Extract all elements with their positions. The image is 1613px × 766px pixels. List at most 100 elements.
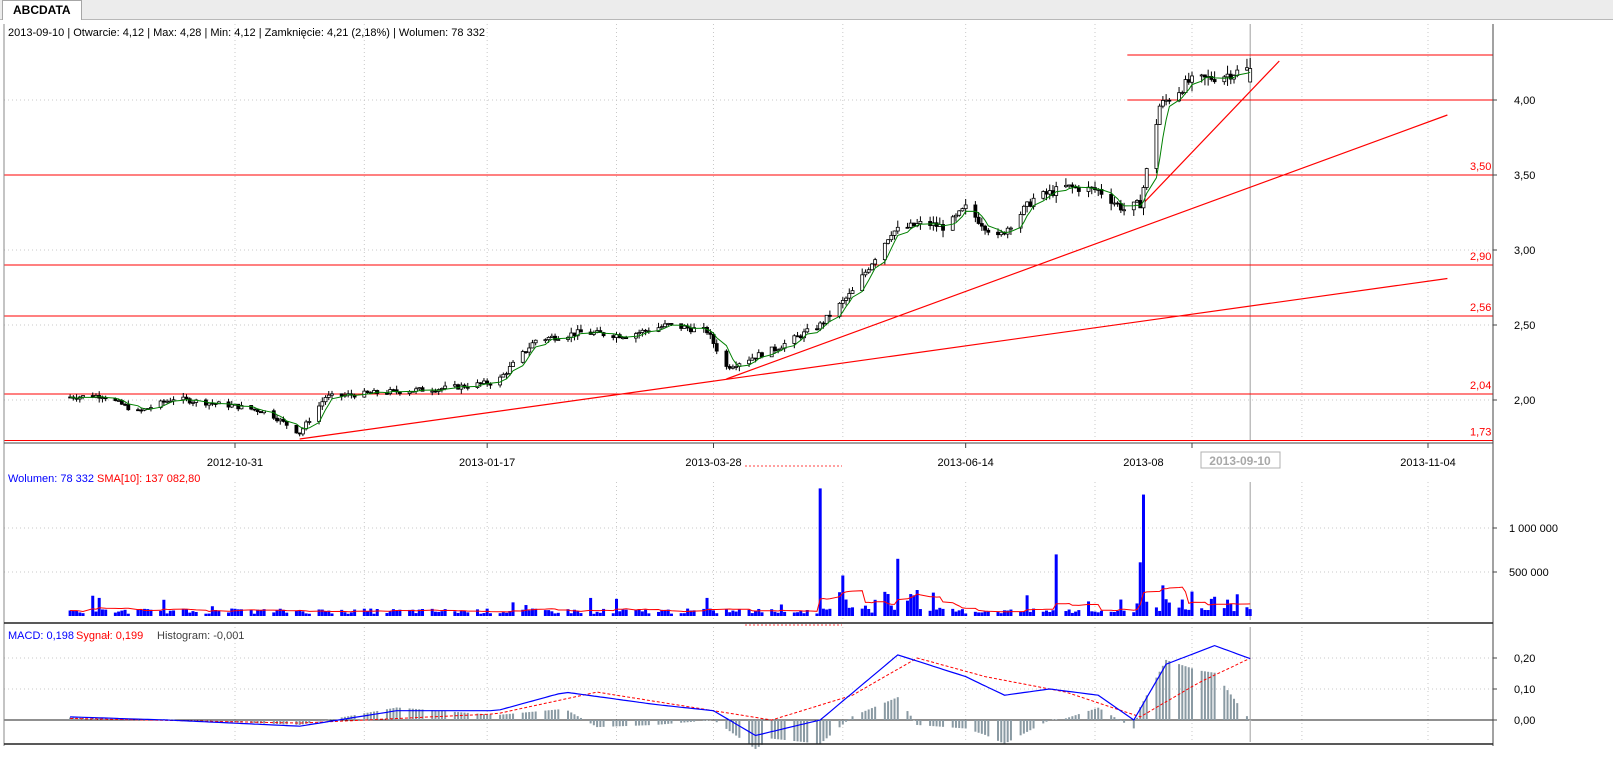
macd-histogram-bar xyxy=(395,707,398,720)
tab-abcdata[interactable]: ABCDATA xyxy=(2,0,82,20)
macd-histogram-bar xyxy=(453,711,456,720)
macd-histogram-bar xyxy=(557,709,560,720)
macd-histogram-bar xyxy=(1178,664,1181,720)
macd-histogram-bar xyxy=(641,720,644,726)
macd-histogram-bar xyxy=(935,720,938,727)
macd-histogram-bar xyxy=(1142,701,1145,720)
candle-body xyxy=(601,332,606,337)
volume-bar xyxy=(951,608,955,616)
candle-body xyxy=(1164,99,1169,102)
macd-histogram-bar xyxy=(482,714,485,720)
volume-bar xyxy=(1032,608,1036,616)
candle-body xyxy=(1212,79,1217,83)
volume-bar xyxy=(117,611,121,616)
volume-bar xyxy=(294,610,298,616)
volume-bar xyxy=(249,609,253,616)
macd-histogram-bar xyxy=(822,720,825,742)
candle-body xyxy=(805,328,810,333)
macd-histogram-bar xyxy=(964,720,967,729)
volume-bar xyxy=(692,610,696,616)
volume-bar xyxy=(1180,599,1184,616)
candle-body xyxy=(815,328,819,331)
volume-bar xyxy=(980,612,984,616)
macd-histogram-bar xyxy=(214,720,217,722)
macd-histogram-bar xyxy=(647,720,650,726)
volume-bar xyxy=(527,610,531,616)
candle-body xyxy=(139,409,144,412)
volume-bar xyxy=(159,610,163,616)
candle-body xyxy=(440,388,444,390)
candle-body xyxy=(1018,214,1023,229)
macd-histogram-bar xyxy=(974,720,977,732)
volume-bar xyxy=(304,613,308,616)
macd-histogram-bar xyxy=(1022,720,1025,734)
candle-body xyxy=(304,421,309,430)
macd-histogram-bar xyxy=(596,720,599,728)
volume-bar xyxy=(181,608,185,616)
candle-body xyxy=(452,384,457,387)
volume-bar xyxy=(498,613,502,616)
macd-histogram-bar xyxy=(330,719,333,720)
volume-bar xyxy=(123,609,127,616)
macd-histogram-bar xyxy=(528,712,531,720)
volume-bar xyxy=(686,608,690,616)
macd-histogram-bar xyxy=(731,720,734,734)
volume-bar xyxy=(1245,607,1249,616)
volume-bar xyxy=(576,611,580,616)
macd-histogram-bar xyxy=(318,720,321,722)
volume-bar xyxy=(870,612,874,616)
volume-axis-label: 500 000 xyxy=(1509,567,1549,579)
volume-bar xyxy=(566,609,570,616)
macd-histogram-bar xyxy=(870,708,873,720)
macd-histogram-bar xyxy=(437,710,440,720)
macd-axis-label: 0,20 xyxy=(1514,653,1535,665)
macd-histogram-bar xyxy=(984,720,987,735)
volume-bar xyxy=(534,608,538,616)
volume-bar xyxy=(640,611,644,616)
volume-bar xyxy=(278,608,282,616)
volume-bar xyxy=(708,608,712,616)
volume-bar xyxy=(68,610,72,616)
candle-body xyxy=(207,402,212,406)
macd-histogram-bar xyxy=(634,720,637,726)
macd-indicator xyxy=(69,644,1252,749)
volume-bar xyxy=(1041,611,1045,616)
volume-bar xyxy=(602,608,606,616)
macd-histogram-bar xyxy=(896,697,899,720)
macd-histogram-bar xyxy=(770,720,773,739)
macd-histogram-bar xyxy=(98,718,101,720)
macd-histogram-bar xyxy=(1210,672,1213,720)
volume-bar xyxy=(188,612,192,616)
volume-bar xyxy=(366,611,370,616)
volume-bar xyxy=(666,609,670,616)
chart-canvas[interactable]: 2013-09-10 | Otwarcie: 4,12 | Max: 4,28 … xyxy=(0,20,1613,766)
volume-bar xyxy=(750,613,754,616)
volume-bar xyxy=(1109,611,1113,616)
macd-histogram-bar xyxy=(757,720,760,747)
candle-body xyxy=(1154,124,1159,169)
volume-bar xyxy=(873,599,877,616)
candle-body xyxy=(281,418,286,422)
candle-body xyxy=(391,389,396,391)
candle-body xyxy=(1112,202,1117,205)
macd-histogram-bar xyxy=(1042,720,1045,724)
price-axis-label: 3,50 xyxy=(1514,170,1535,182)
volume-bar xyxy=(705,597,709,616)
macd-histogram-bar xyxy=(1161,665,1164,720)
macd-histogram-bar xyxy=(851,716,854,720)
level-label: 3,50 xyxy=(1470,161,1491,173)
volume-bar xyxy=(256,609,260,616)
macd-histogram-bar xyxy=(1064,718,1067,720)
volume-bar xyxy=(275,609,279,616)
macd-histogram-bar xyxy=(1132,720,1135,729)
volume-bar xyxy=(391,609,395,616)
volume-bar xyxy=(81,613,85,616)
volume-bar xyxy=(1090,611,1094,616)
candle-body xyxy=(611,335,616,338)
macd-histogram-bar xyxy=(693,720,696,722)
volume-bar xyxy=(236,609,240,616)
macd-histogram-bar xyxy=(706,720,709,721)
candle-body xyxy=(543,339,548,342)
date-label: 2012-10-31 xyxy=(207,457,263,469)
macd-histogram-bar xyxy=(683,720,686,723)
